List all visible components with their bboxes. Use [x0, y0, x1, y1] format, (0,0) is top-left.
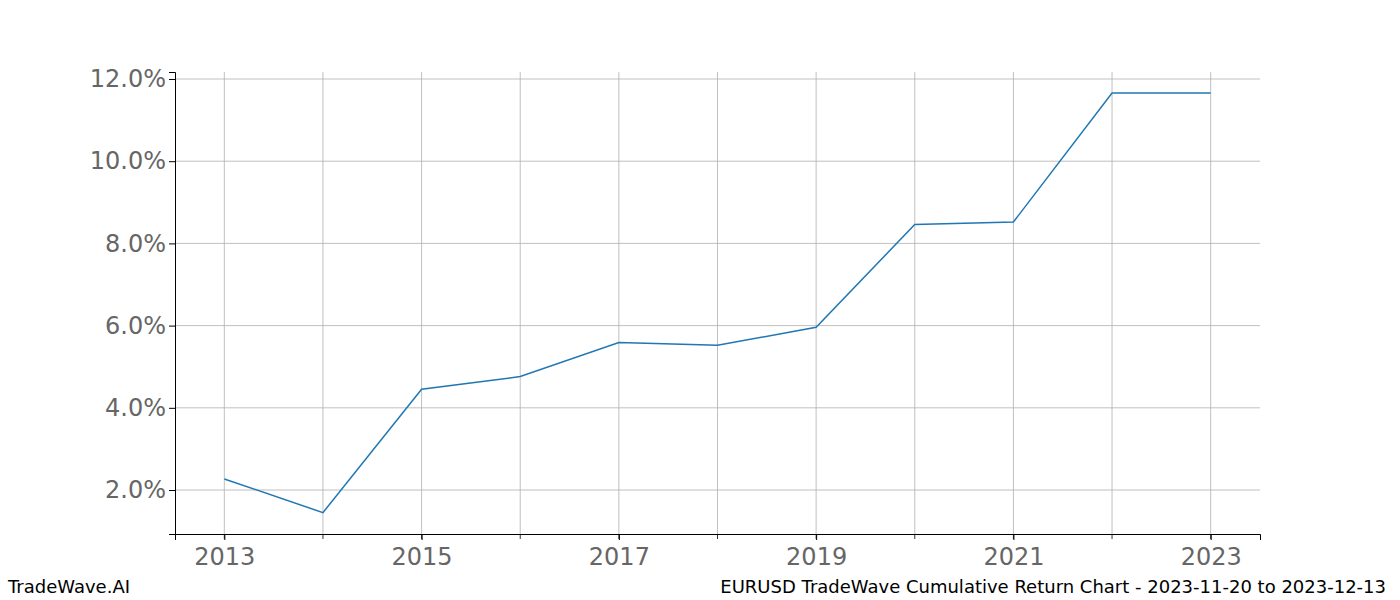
- grid-line-y: [175, 490, 1260, 491]
- tick-mark: [169, 408, 175, 409]
- tick-mark: [619, 534, 620, 540]
- title: EURUSD TradeWave Cumulative Return Chart…: [720, 576, 1386, 597]
- tick-mark: [1211, 534, 1212, 540]
- tick-label: 2.0%: [105, 476, 166, 504]
- y-axis-line: [169, 73, 176, 535]
- series-group: [224, 93, 1210, 513]
- tick: 2013: [194, 534, 255, 571]
- tick: 6.0%: [105, 312, 175, 340]
- tick-mark: [169, 243, 175, 244]
- tick: 2023: [1181, 534, 1242, 571]
- tick-label: 10.0%: [90, 147, 166, 175]
- grid-line-x: [914, 72, 915, 534]
- tick-mark: [169, 161, 175, 162]
- x-axis: 2013 2015 2017 2019 2021 2023: [176, 534, 1261, 571]
- grid-line-y: [175, 161, 1260, 162]
- grid-line-x: [816, 72, 817, 534]
- grid: [175, 72, 1260, 534]
- tick-label: 2013: [194, 543, 255, 571]
- grid-line-x: [717, 72, 718, 534]
- grid-line-x: [520, 72, 521, 534]
- tick-label: 6.0%: [105, 312, 166, 340]
- tick-label: 2017: [589, 543, 650, 571]
- tick-label: 4.0%: [105, 394, 166, 422]
- grid-line-x: [1013, 72, 1014, 534]
- grid-line-x: [1112, 72, 1113, 534]
- tick: 8.0%: [105, 230, 175, 258]
- grid-line-x: [421, 72, 422, 534]
- grid-line-y: [175, 243, 1260, 244]
- tick-label: 2015: [392, 543, 453, 571]
- tick-mark: [422, 534, 423, 540]
- annotation: TradeWave.AI: [7, 576, 130, 597]
- tick: 2019: [786, 534, 847, 571]
- tick-mark: [1013, 534, 1014, 540]
- grid-line-y: [175, 407, 1260, 408]
- grid-line-x: [322, 72, 323, 534]
- plot: 2013 2015 2017 2019 2021 2023 2.0% 4.0% 6.0% 8.0%…: [90, 65, 1261, 570]
- tick: 10.0%: [90, 147, 175, 175]
- grid-line-x: [618, 72, 619, 534]
- tick-mark: [169, 490, 175, 491]
- tick: 2017: [589, 534, 650, 571]
- grid-line-x: [224, 72, 225, 534]
- tick-label: 8.0%: [105, 230, 166, 258]
- grid-line-y: [175, 78, 1260, 79]
- grid-line-x: [1210, 72, 1211, 534]
- chart: 2013 2015 2017 2019 2021 2023 2.0% 4.0% 6.0% 8.0%…: [0, 0, 1400, 600]
- tick-mark: [169, 79, 175, 80]
- tick-mark: [224, 534, 225, 540]
- x-axis-line: [176, 535, 1261, 541]
- tick-label: 2019: [786, 543, 847, 571]
- tick: 4.0%: [105, 394, 175, 422]
- tick: 2015: [392, 534, 453, 571]
- tick-mark: [816, 534, 817, 540]
- tick-label: 2021: [983, 543, 1044, 571]
- tick-label: 2023: [1181, 543, 1242, 571]
- line: [224, 93, 1210, 513]
- tick: 2021: [983, 534, 1044, 571]
- tick-label: 12.0%: [90, 65, 166, 93]
- grid-line-y: [175, 325, 1260, 326]
- tick: 12.0%: [90, 65, 175, 93]
- y-axis: 2.0% 4.0% 6.0% 8.0% 10.0% 12.0%: [90, 65, 176, 534]
- tick: 2.0%: [105, 476, 175, 504]
- tick-mark: [169, 326, 175, 327]
